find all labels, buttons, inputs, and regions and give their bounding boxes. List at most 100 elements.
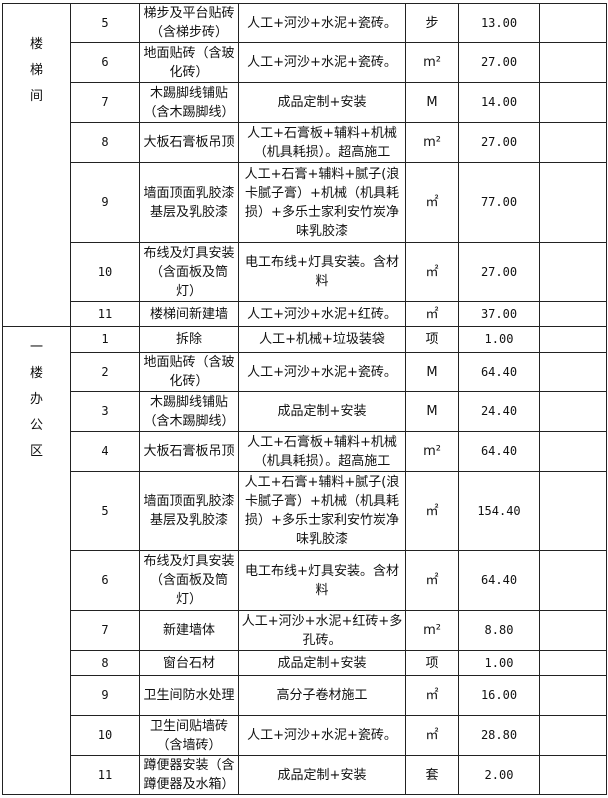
item-quantity: 13.00 [458,3,540,43]
quote-table: 楼梯间 5 梯步及平台贴砖（含梯步砖） 人工+河沙+水泥+瓷砖。步 13.00 6 地面贴砖… [2,3,607,795]
item-number: 6 [70,42,140,83]
item-unit: M [405,82,459,123]
item-name: 木踢脚线铺贴（含木踢脚线） [139,391,239,432]
item-number: 7 [70,610,140,651]
item-unit: 套 [405,755,459,795]
item-description: 人工+河沙+水泥+瓷砖。 [238,715,406,756]
item-remark [539,326,607,353]
item-remark [539,610,607,651]
item-quantity: 1.00 [458,650,540,676]
item-number: 9 [70,162,140,243]
table-row: 11 蹲便器安装（含蹲便器及水箱） 成品定制+安装套 2.00 [3,755,607,795]
item-name: 布线及灯具安装（含面板及筒灯） [139,550,239,611]
item-quantity: 24.40 [458,391,540,432]
table-row: 2 地面贴砖（含玻化砖） 人工+河沙+水泥+瓷砖。 M 64.40 [3,352,607,392]
item-quantity: 37.00 [458,301,540,327]
item-description: 人工+河沙+水泥+瓷砖。 [238,352,406,392]
item-remark [539,550,607,611]
item-quantity: 14.00 [458,82,540,123]
item-remark [539,42,607,83]
table-row: 9 墙面顶面乳胶漆基层及乳胶漆 人工+石膏+辅料+腻子(浪卡腻子膏）+机械（机具耗损… [3,162,607,243]
item-unit: ㎡ [405,471,459,551]
item-quantity: 64.40 [458,352,540,392]
item-name: 卫生间贴墙砖（含墙砖） [139,715,239,756]
item-name: 窗台石材 [139,650,239,676]
item-description: 人工+河沙+水泥+红砖。 [238,301,406,327]
item-remark [539,242,607,302]
table-row: 4 大板石膏板吊顶 人工+石膏板+辅料+机械（机具耗损）。超高施工 m² 64.40 [3,431,607,472]
item-remark [539,675,607,716]
item-number: 8 [70,122,140,163]
item-name: 地面贴砖（含玻化砖） [139,42,239,83]
item-unit: m² [405,610,459,651]
section-label: 楼梯间 [2,3,71,327]
item-quantity: 28.80 [458,715,540,756]
item-quantity: 1.00 [458,326,540,353]
item-number: 11 [70,301,140,327]
item-description: 电工布线+灯具安装。含材料 [238,550,406,611]
item-remark [539,431,607,472]
item-description: 人工+石膏板+辅料+机械（机具耗损）。超高施工 [238,431,406,472]
table-row: 楼梯间 5 梯步及平台贴砖（含梯步砖） 人工+河沙+水泥+瓷砖。步 13.00 [2,3,607,327]
table-row: 10 卫生间贴墙砖（含墙砖） 人工+河沙+水泥+瓷砖。㎡ 28.80 [3,715,607,756]
item-description: 人工+河沙+水泥+红砖+多孔砖。 [238,610,406,651]
item-description: 电工布线+灯具安装。含材料 [238,242,406,302]
item-number: 4 [70,431,140,472]
item-name: 地面贴砖（含玻化砖） [139,352,239,392]
item-remark [539,471,607,551]
item-name: 梯步及平台贴砖（含梯步砖） [139,3,239,43]
item-remark [539,650,607,676]
item-remark [539,301,607,327]
item-number: 10 [70,715,140,756]
item-quantity: 27.00 [458,242,540,302]
item-number: 5 [70,471,140,551]
item-name: 墙面顶面乳胶漆基层及乳胶漆 [139,471,239,551]
item-description: 人工+石膏+辅料+腻子(浪卡腻子膏）+机械（机具耗损）+多乐士家利安竹炭净味乳胶… [238,471,406,551]
item-description: 人工+河沙+水泥+瓷砖。 [238,42,406,83]
item-number: 10 [70,242,140,302]
item-number: 9 [70,675,140,716]
item-remark [539,122,607,163]
item-unit: M [405,352,459,392]
item-quantity: 64.40 [458,550,540,611]
item-unit: 项 [405,326,459,353]
item-unit: ㎡ [405,675,459,716]
item-name: 楼梯间新建墙 [139,301,239,327]
item-name: 墙面顶面乳胶漆基层及乳胶漆 [139,162,239,243]
item-unit: ㎡ [405,242,459,302]
item-name: 卫生间防水处理 [139,675,239,716]
item-number: 11 [70,755,140,795]
item-name: 布线及灯具安装（含面板及筒灯） [139,242,239,302]
table-row: 7 木踢脚线铺贴（含木踢脚线） 成品定制+安装 M 14.00 [3,82,607,123]
item-description: 成品定制+安装 [238,82,406,123]
item-description: 成品定制+安装 [238,650,406,676]
table-row: 8 大板石膏板吊顶 人工+石膏板+辅料+机械（机具耗损）。超高施工 m² 27.00 [3,122,607,163]
table-row: 5 墙面顶面乳胶漆基层及乳胶漆 人工+石膏+辅料+腻子(浪卡腻子膏）+机械（机具耗损… [3,471,607,551]
item-name: 新建墙体 [139,610,239,651]
item-quantity: 27.00 [458,42,540,83]
section-name: 一楼办公区 [29,340,43,459]
item-remark [539,162,607,243]
item-number: 5 [70,3,140,43]
table-row: 11 楼梯间新建墙 人工+河沙+水泥+红砖。㎡ 37.00 [3,301,607,327]
item-description: 人工+河沙+水泥+瓷砖。 [238,3,406,43]
item-unit: ㎡ [405,162,459,243]
item-name: 大板石膏板吊顶 [139,122,239,163]
table-row: 7 新建墙体 人工+河沙+水泥+红砖+多孔砖。 m² 8.80 [3,610,607,651]
item-description: 人工+石膏板+辅料+机械（机具耗损）。超高施工 [238,122,406,163]
item-remark [539,3,607,43]
item-unit: M [405,391,459,432]
item-number: 6 [70,550,140,611]
table-row: 3 木踢脚线铺贴（含木踢脚线） 成品定制+安装 M 24.40 [3,391,607,432]
section-name: 楼梯间 [29,37,43,104]
item-quantity: 8.80 [458,610,540,651]
item-quantity: 16.00 [458,675,540,716]
item-name: 拆除 [139,326,239,353]
item-unit: ㎡ [405,301,459,327]
item-quantity: 27.00 [458,122,540,163]
table-row: 一楼办公区 1 拆除 人工+机械+垃圾装袋项 1.00 [2,326,607,795]
item-description: 人工+石膏+辅料+腻子(浪卡腻子膏）+机械（机具耗损）+多乐士家利安竹炭净味乳胶… [238,162,406,243]
item-description: 成品定制+安装 [238,755,406,795]
